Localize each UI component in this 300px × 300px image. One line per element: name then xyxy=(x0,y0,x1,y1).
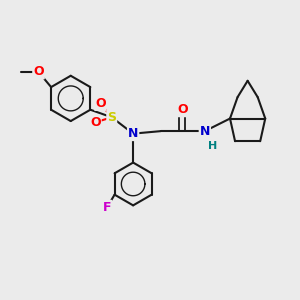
Text: N: N xyxy=(128,127,138,140)
Text: O: O xyxy=(177,103,188,116)
Text: N: N xyxy=(200,124,210,138)
Text: H: H xyxy=(208,141,217,151)
Text: O: O xyxy=(90,116,101,129)
Text: S: S xyxy=(107,111,116,124)
Text: O: O xyxy=(33,65,44,79)
Text: F: F xyxy=(103,201,111,214)
Text: O: O xyxy=(95,97,106,110)
